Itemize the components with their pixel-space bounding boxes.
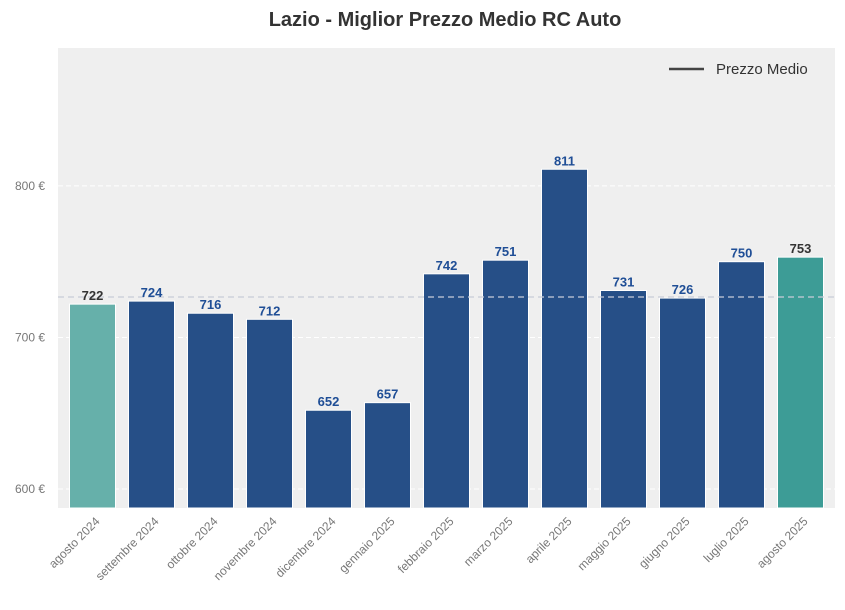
x-tick-label: marzo 2025 xyxy=(461,514,516,569)
data-label: 724 xyxy=(141,285,163,300)
x-tick-label: febbraio 2025 xyxy=(395,514,457,576)
data-label: 751 xyxy=(495,244,517,259)
data-label: 731 xyxy=(613,275,635,290)
y-tick-label: 600 € xyxy=(15,482,45,496)
data-label: 657 xyxy=(377,387,399,402)
legend-label: Prezzo Medio xyxy=(716,61,808,78)
x-tick-label: giugno 2025 xyxy=(636,514,693,571)
x-tick-label: luglio 2025 xyxy=(701,514,752,565)
bar xyxy=(718,261,765,509)
bar xyxy=(305,409,352,509)
bar xyxy=(246,318,293,509)
x-tick-label: novembre 2024 xyxy=(211,514,280,583)
y-tick-label: 800 € xyxy=(15,179,45,193)
x-tick-label: settembre 2024 xyxy=(93,514,162,583)
data-label: 652 xyxy=(318,394,340,409)
data-label: 716 xyxy=(200,297,222,312)
bar xyxy=(659,297,706,509)
x-tick-label: aprile 2025 xyxy=(523,514,575,566)
data-label: 753 xyxy=(790,241,812,256)
x-tick-label: ottobre 2024 xyxy=(163,514,221,572)
bar xyxy=(482,259,529,509)
y-tick-label: 700 € xyxy=(15,330,45,344)
chart-title: Lazio - Miglior Prezzo Medio RC Auto xyxy=(269,9,622,31)
bar xyxy=(777,256,824,509)
bar xyxy=(69,303,116,509)
x-tick-label: maggio 2025 xyxy=(575,514,634,573)
x-tick-label: dicembre 2024 xyxy=(273,514,339,580)
legend: Prezzo Medio xyxy=(669,61,808,78)
bar xyxy=(423,273,470,509)
bar xyxy=(187,312,234,509)
bar xyxy=(128,300,175,509)
data-label: 722 xyxy=(82,288,104,303)
data-label: 726 xyxy=(672,282,694,297)
x-tick-label: agosto 2024 xyxy=(46,514,103,571)
x-tick-label: gennaio 2025 xyxy=(336,514,398,576)
data-label: 712 xyxy=(259,303,281,318)
data-label: 742 xyxy=(436,258,458,273)
bar xyxy=(600,290,647,509)
bar xyxy=(364,402,411,509)
data-label: 811 xyxy=(554,153,575,168)
x-tick-label: agosto 2025 xyxy=(754,514,811,571)
data-label: 750 xyxy=(731,246,753,261)
bar xyxy=(541,168,588,509)
